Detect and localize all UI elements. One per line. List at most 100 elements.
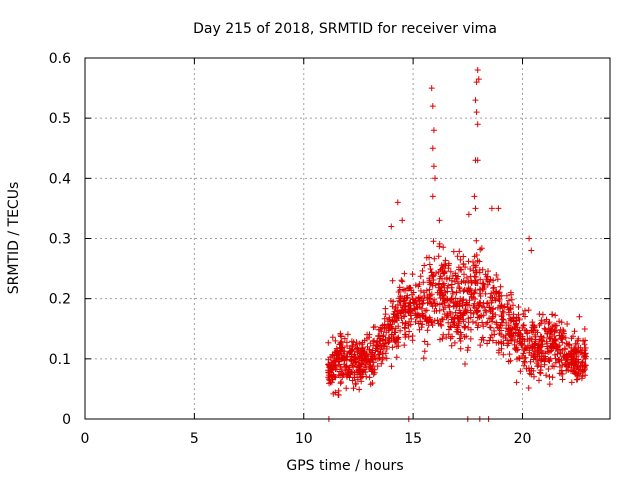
data-point (571, 328, 578, 335)
data-point (538, 343, 545, 350)
data-point (440, 244, 447, 251)
data-point (382, 350, 389, 357)
data-point (473, 269, 480, 275)
data-point (389, 325, 396, 332)
data-point (491, 284, 497, 291)
data-point (558, 357, 565, 364)
data-point (396, 284, 403, 291)
data-point (431, 308, 438, 315)
data-point (394, 199, 401, 206)
data-point (436, 243, 443, 250)
data-point (446, 309, 453, 315)
data-points (325, 67, 589, 422)
data-point (436, 287, 443, 294)
data-point (424, 300, 431, 306)
data-point (526, 349, 533, 356)
data-point (326, 376, 333, 383)
data-point (546, 373, 553, 380)
data-point (347, 356, 354, 363)
data-point (548, 343, 555, 350)
data-point (506, 351, 513, 358)
data-point (498, 302, 505, 308)
data-point (474, 308, 481, 315)
data-point (512, 329, 519, 336)
data-point (462, 323, 469, 330)
data-point (566, 342, 573, 349)
data-point (488, 205, 495, 212)
data-point (472, 205, 479, 212)
data-point (465, 278, 472, 285)
data-point (406, 328, 413, 335)
data-point (473, 109, 480, 116)
data-point (436, 217, 443, 224)
data-point (473, 237, 480, 244)
data-point (527, 358, 534, 365)
data-point (447, 268, 454, 275)
data-point (366, 374, 373, 381)
data-point (495, 290, 502, 297)
data-point (421, 348, 428, 355)
data-point (517, 331, 524, 338)
data-point (537, 370, 544, 377)
data-point (468, 326, 474, 333)
data-point (440, 264, 447, 270)
data-point (471, 193, 478, 200)
data-point (397, 327, 404, 334)
data-point (412, 310, 419, 317)
data-point (382, 305, 389, 312)
data-point (541, 361, 548, 368)
data-point (430, 238, 437, 245)
data-point (429, 193, 436, 200)
data-point (500, 351, 507, 358)
data-point (472, 278, 478, 285)
data-point (449, 290, 456, 297)
y-tick-label: 0.6 (49, 51, 71, 67)
data-point (536, 344, 543, 351)
data-point (348, 347, 355, 354)
data-point (352, 381, 359, 388)
data-point (529, 345, 536, 352)
data-point (452, 309, 459, 316)
data-point (570, 354, 577, 361)
data-point (581, 353, 588, 360)
data-point (334, 349, 341, 356)
data-point (378, 328, 385, 335)
data-point (488, 290, 495, 297)
data-point (389, 277, 396, 284)
data-point (399, 319, 406, 326)
data-point (363, 364, 369, 371)
data-point (392, 329, 399, 336)
data-point (367, 340, 374, 347)
data-point (513, 379, 520, 386)
data-point (573, 340, 580, 347)
data-point (444, 274, 450, 281)
data-point (472, 264, 479, 271)
data-point (329, 366, 335, 373)
data-point (356, 369, 363, 376)
data-point (568, 368, 574, 375)
data-point (389, 344, 396, 351)
data-point (366, 359, 373, 365)
data-point (427, 266, 434, 272)
data-point (487, 308, 494, 315)
data-point (420, 279, 427, 286)
data-point (532, 327, 539, 334)
data-point (455, 264, 462, 271)
data-point (448, 284, 455, 291)
data-point (467, 307, 474, 314)
data-point (401, 342, 408, 349)
data-point (327, 379, 334, 386)
data-point (442, 304, 448, 311)
data-point (546, 334, 553, 341)
data-point (542, 350, 549, 357)
data-point (455, 328, 462, 335)
data-point (479, 266, 486, 273)
data-point (479, 319, 486, 326)
data-point (581, 326, 588, 332)
data-point (465, 258, 472, 265)
data-point (393, 312, 400, 319)
data-point (450, 248, 457, 255)
data-point (524, 344, 531, 351)
data-point (337, 332, 344, 339)
data-point (479, 334, 486, 341)
